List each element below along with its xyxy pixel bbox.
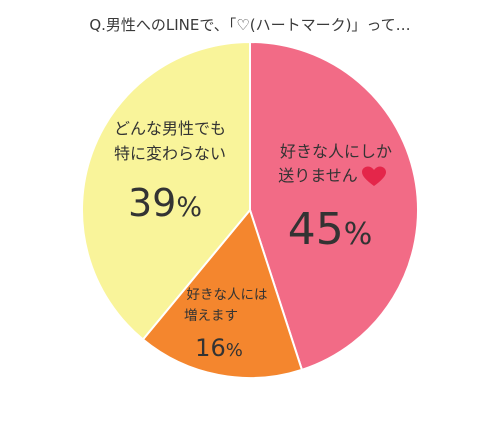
- slice-value-45: 45%: [288, 204, 373, 255]
- slice-label-line2-39: 特に変わらない: [114, 144, 226, 163]
- slice-label-line1-16: 好きな人には: [187, 287, 268, 303]
- slice-label-line2-45: 送りません: [278, 166, 358, 185]
- slice-value-39: 39%: [128, 181, 202, 225]
- heart-icon: [362, 166, 386, 186]
- chart-title: Q.男性へのLINEで、「♡(ハートマーク)」って…: [89, 16, 411, 34]
- slice-value-16: 16%: [195, 334, 243, 362]
- pie-slice-39: [80, 40, 251, 341]
- pie-slice-45: [249, 40, 419, 372]
- slice-label-line1-39: どんな男性でも: [114, 119, 226, 138]
- slice-label-line1-45: 好きな人にしか: [280, 142, 392, 161]
- pie-slice-16: [141, 207, 304, 380]
- slice-label-line2-16: 増えます: [184, 308, 238, 324]
